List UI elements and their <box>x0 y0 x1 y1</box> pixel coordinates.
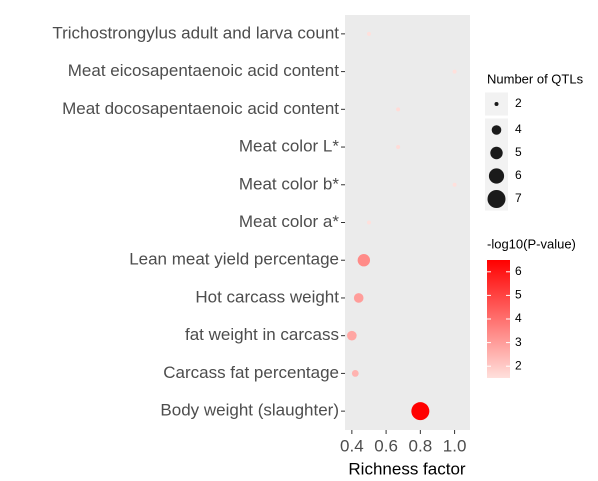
x-tick-label: 1.0 <box>443 436 467 455</box>
x-axis-title: Richness factor <box>348 459 465 478</box>
y-tick-label: Meat color L* <box>239 137 340 156</box>
bubble <box>411 402 430 421</box>
x-tick-label: 0.8 <box>409 436 433 455</box>
y-tick-label: fat weight in carcass <box>185 325 339 344</box>
bubble <box>396 107 401 112</box>
y-tick-label: Hot carcass weight <box>195 287 339 306</box>
y-tick-label: Lean meat yield percentage <box>129 250 339 269</box>
y-tick-label: Body weight (slaughter) <box>160 401 339 420</box>
bubble <box>351 370 359 377</box>
legend-label: 5 <box>515 145 522 159</box>
color-tick-label: 4 <box>515 311 522 325</box>
color-tick-label: 6 <box>515 264 522 278</box>
y-tick-label: Trichostrongylus adult and larva count <box>52 23 339 42</box>
legend-bubble <box>494 102 499 106</box>
legend-label: 2 <box>515 96 522 110</box>
y-tick-label: Meat eicosapentaenoic acid content <box>68 61 340 80</box>
color-tick-label: 5 <box>515 288 522 302</box>
legend-label: 7 <box>515 191 522 205</box>
bubble <box>366 220 371 225</box>
legend-bubble <box>487 190 506 208</box>
y-tick-label: Meat color b* <box>239 174 340 193</box>
bubble <box>452 69 457 74</box>
y-tick-label: Carcass fat percentage <box>163 363 339 382</box>
bubble <box>353 293 364 303</box>
x-tick-label: 0.4 <box>340 436 364 455</box>
x-tick-label: 0.6 <box>374 436 398 455</box>
color-legend-title: -log10(P-value) <box>487 236 576 251</box>
bubble <box>396 145 401 150</box>
bubble <box>452 182 457 187</box>
legend-bubble <box>488 168 505 184</box>
legend-label: 4 <box>515 122 522 136</box>
legend-bubble <box>491 125 502 135</box>
y-tick-label: Meat docosapentaenoic acid content <box>62 99 339 118</box>
bubble <box>366 31 371 36</box>
size-legend-title: Number of QTLs <box>487 71 584 86</box>
bubble <box>357 254 371 267</box>
legend-label: 6 <box>515 168 522 182</box>
color-tick-label: 3 <box>515 335 522 349</box>
bubble <box>347 330 357 341</box>
plot-panel <box>345 15 470 430</box>
color-bar <box>487 260 510 378</box>
color-tick-label: 2 <box>515 358 522 372</box>
legend-bubble <box>490 146 503 160</box>
y-tick-label: Meat color a* <box>239 212 340 231</box>
